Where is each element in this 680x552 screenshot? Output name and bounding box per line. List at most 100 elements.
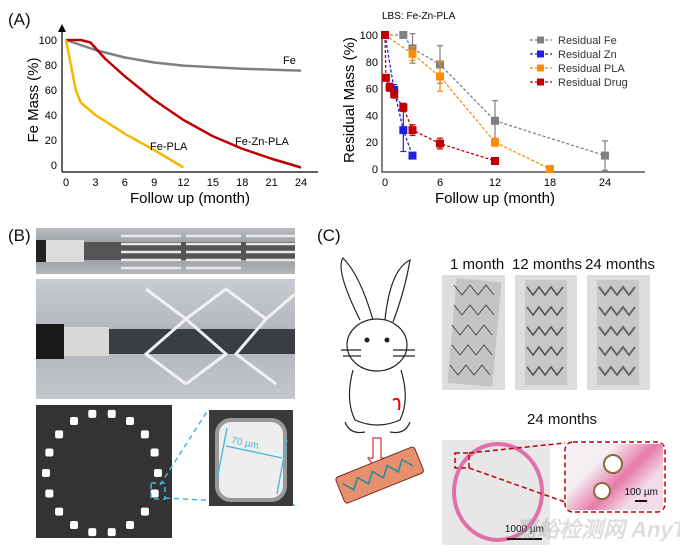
stent-strut bbox=[88, 528, 97, 537]
data-point bbox=[436, 72, 444, 81]
legend-marker bbox=[537, 50, 544, 58]
legend-label: Residual Zn bbox=[558, 49, 617, 61]
y-tick-label: 100 bbox=[360, 30, 378, 42]
x-tick-label: 0 bbox=[63, 177, 69, 189]
stent-strut bbox=[154, 469, 162, 477]
x-tick-label: 21 bbox=[266, 177, 278, 189]
series-line-fe bbox=[65, 38, 302, 72]
data-point bbox=[385, 83, 394, 92]
residual-mass-chart: LBS: Fe-Zn-PLA 0 20 40 60 80 100 0 6 12 18 24 Follow… bbox=[341, 11, 645, 207]
y-tick-label: 80 bbox=[366, 57, 378, 69]
y-tick-label: 40 bbox=[366, 110, 378, 122]
data-point bbox=[399, 103, 408, 112]
scale-bar-large: 1000 µm bbox=[504, 524, 544, 535]
x-tick-label: 0 bbox=[382, 177, 388, 189]
y-tick-label: 60 bbox=[366, 84, 378, 96]
data-point bbox=[399, 31, 408, 39]
series-label: Fe-PLA bbox=[150, 141, 188, 153]
stent-strut bbox=[140, 507, 149, 516]
series-line bbox=[384, 34, 496, 162]
stent-strut bbox=[150, 448, 159, 457]
stent-strut bbox=[70, 520, 78, 529]
x-tick-label: 3 bbox=[92, 177, 98, 189]
stent-strut bbox=[126, 417, 134, 426]
x-tick-label: 6 bbox=[122, 177, 128, 189]
y-axis-label: Fe Mass (%) bbox=[25, 57, 42, 142]
rabbit-illustration bbox=[335, 257, 424, 504]
series-line-fe-zn-pla bbox=[66, 38, 302, 169]
stent-strut bbox=[107, 409, 116, 418]
stent-xray-24-months bbox=[587, 275, 650, 390]
x-tick-label: 15 bbox=[207, 177, 219, 189]
data-point bbox=[491, 156, 499, 165]
data-point bbox=[399, 126, 408, 135]
stent-strut bbox=[88, 409, 97, 418]
data-point bbox=[546, 165, 554, 173]
y-tick-label: 100 bbox=[39, 35, 57, 47]
data-point bbox=[381, 31, 389, 39]
panel-label-b: (B) bbox=[8, 226, 31, 245]
stent-label-24: 24 months bbox=[585, 256, 656, 273]
data-point bbox=[491, 116, 499, 125]
stent-strut bbox=[55, 430, 64, 439]
legend-marker bbox=[537, 64, 544, 72]
x-tick-label: 12 bbox=[177, 177, 189, 189]
stent-strut bbox=[126, 520, 134, 529]
data-point bbox=[408, 151, 417, 160]
series-line bbox=[384, 34, 414, 156]
scale-bar-small: 100 µm bbox=[624, 487, 658, 498]
histology-inset: 100 µm bbox=[567, 444, 663, 510]
data-point bbox=[601, 151, 609, 160]
fe-mass-chart: 0 20 40 60 80 100 0 3 6 9 12 15 18 21 24 Follow up (mon… bbox=[25, 24, 318, 207]
x-tick-label: 18 bbox=[544, 177, 556, 189]
stent-label-12: 12 months bbox=[512, 256, 583, 273]
legend-marker bbox=[537, 36, 544, 44]
y-tick-label: 20 bbox=[45, 135, 57, 147]
vessel-stent-illustration bbox=[335, 446, 424, 504]
y-axis-arrow-icon bbox=[58, 24, 66, 32]
stent-strut bbox=[150, 489, 159, 498]
data-point bbox=[381, 73, 390, 82]
stent-xray-12-months bbox=[515, 275, 577, 390]
stent-strut bbox=[45, 448, 54, 457]
y-tick-label: 60 bbox=[45, 85, 57, 97]
x-tick-label: 12 bbox=[489, 177, 501, 189]
stent-strut bbox=[42, 469, 50, 477]
data-point bbox=[408, 126, 417, 135]
legend-label: Residual Drug bbox=[558, 77, 628, 89]
stent-xray-1-month bbox=[442, 275, 505, 390]
stent-expanded-photo bbox=[36, 279, 295, 399]
axes bbox=[61, 28, 318, 173]
stent-strut bbox=[70, 417, 78, 426]
y-tick-label: 40 bbox=[45, 110, 57, 122]
y-tick-label: 80 bbox=[45, 60, 57, 72]
histology-cross-section: 1000 µm bbox=[442, 440, 550, 545]
histology-title: 24 months bbox=[527, 411, 598, 428]
panel-label-c: (C) bbox=[317, 226, 341, 245]
legend-label: Residual Fe bbox=[558, 35, 617, 47]
y-tick-label: 0 bbox=[372, 164, 378, 176]
stent-strut bbox=[140, 430, 149, 439]
x-tick-label: 24 bbox=[295, 177, 307, 189]
stent-cross-section-image bbox=[36, 405, 172, 538]
series-label: Fe bbox=[283, 55, 296, 67]
panel-label-a: (A) bbox=[8, 10, 31, 29]
strut-inset-image: 70 µm bbox=[209, 410, 293, 506]
series-line-fe-pla bbox=[64, 39, 185, 169]
data-point bbox=[390, 89, 399, 98]
legend-label: Residual PLA bbox=[558, 63, 625, 75]
x-axis-label: Follow up (month) bbox=[130, 190, 250, 207]
series-label: Fe-Zn-PLA bbox=[235, 136, 289, 148]
stent-crimped-photo bbox=[36, 228, 295, 274]
x-tick-label: 24 bbox=[599, 177, 611, 189]
data-point bbox=[491, 138, 499, 147]
legend-marker bbox=[537, 78, 544, 86]
y-tick-label: 0 bbox=[51, 160, 57, 172]
data-point bbox=[436, 139, 444, 148]
histology-zoom-lines bbox=[454, 441, 666, 513]
scale-bar-small-line bbox=[635, 500, 647, 502]
y-tick-label: 20 bbox=[366, 137, 378, 149]
x-tick-label: 9 bbox=[151, 177, 157, 189]
x-tick-label: 18 bbox=[236, 177, 248, 189]
scale-bar-line bbox=[507, 538, 542, 540]
